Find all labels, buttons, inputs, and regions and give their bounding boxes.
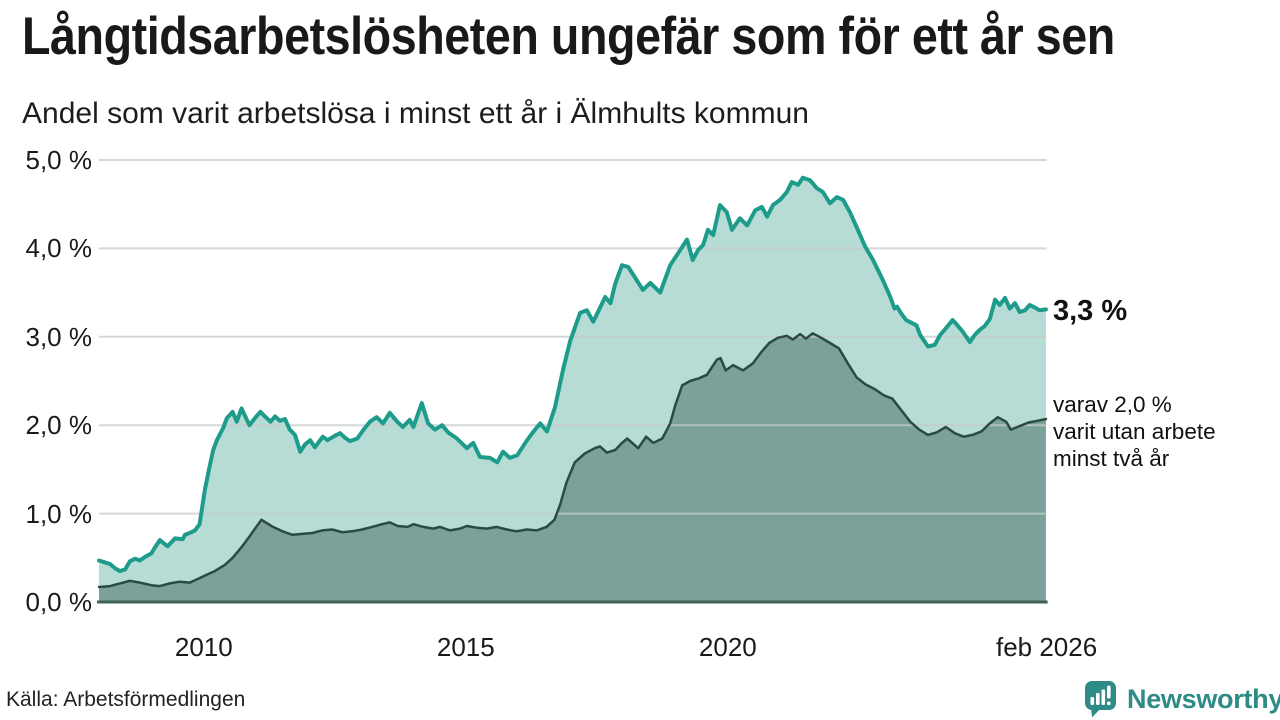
x-tick-label: 2020 (698, 632, 757, 662)
x-tick-label: 2015 (436, 632, 495, 662)
page-title: Långtidsarbetslösheten ungefär som för e… (22, 7, 1115, 66)
latest-value-label: 3,3 % (1053, 295, 1128, 327)
y-tick-label: 2,0 % (25, 410, 93, 441)
y-tick-label: 5,0 % (25, 145, 93, 175)
x-tick-label: 2010 (174, 632, 233, 662)
x-tick-label: feb 2026 (995, 632, 1098, 662)
y-tick-label: 3,0 % (25, 321, 93, 352)
chart-subtitle: Andel som varit arbetslösa i minst ett å… (22, 97, 809, 130)
line-minst-tva-ar (97, 332, 1048, 589)
area-minst-tva-ar (99, 333, 1046, 602)
annotation-line-2: varit utan arbete (1053, 419, 1216, 444)
newsworthy-logo[interactable]: Newsworthy (1084, 680, 1280, 718)
y-tick-label: 1,0 % (25, 498, 93, 529)
newsworthy-wordmark: Newsworthy (1127, 683, 1280, 714)
line-minst-ett-ar (97, 175, 1048, 574)
newsworthy-icon (1085, 681, 1116, 718)
source-note: Källa: Arbetsförmedlingen (6, 688, 246, 711)
annotation-line-1: varav 2,0 % (1053, 392, 1172, 417)
series2-annotation: varav 2,0 % varit utan arbete minst två … (1053, 391, 1216, 472)
annotation-line-3: minst två år (1053, 446, 1170, 471)
y-tick-label: 4,0 % (25, 233, 93, 264)
y-tick-label: 0,0 % (25, 587, 93, 617)
